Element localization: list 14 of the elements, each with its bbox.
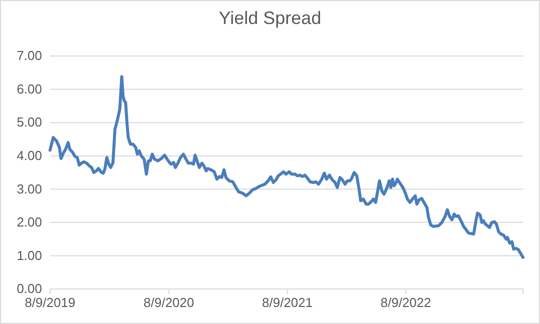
line-series — [48, 75, 524, 259]
y-tick-label: 3.00 — [16, 181, 42, 196]
x-tick-label: 8/9/2020 — [144, 295, 194, 310]
y-tick-label: 2.00 — [16, 214, 42, 230]
y-tick-label: 0.00 — [16, 281, 42, 296]
x-tick-label: 8/9/2019 — [24, 295, 76, 310]
chart-title: Yield Spread — [218, 8, 322, 28]
x-tick-label: 8/9/2021 — [262, 295, 313, 310]
y-tick-label: 5.00 — [16, 114, 42, 130]
y-tick-label: 7.00 — [16, 48, 42, 64]
y-tick-label: 1.00 — [16, 248, 42, 263]
y-tick-label: 4.00 — [16, 148, 42, 164]
y-tick-label: 6.00 — [16, 81, 42, 96]
x-tick-label: 8/9/2022 — [380, 295, 432, 310]
